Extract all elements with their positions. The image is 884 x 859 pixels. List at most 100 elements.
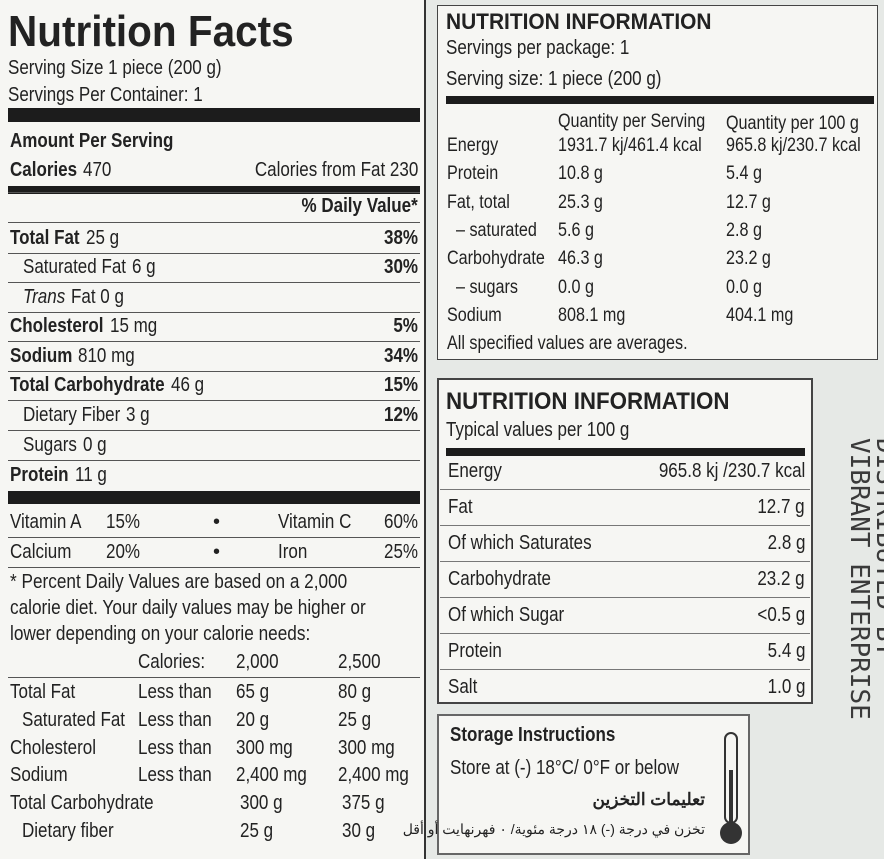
label: Fat bbox=[448, 495, 473, 518]
label: Calories: bbox=[138, 650, 206, 673]
label: 20 g bbox=[236, 708, 270, 731]
label: 0 g bbox=[82, 433, 107, 456]
label: Fat 0 g bbox=[71, 285, 125, 308]
label: Salt bbox=[448, 675, 478, 698]
label: تخزن في درجة (-) ١٨ درجة مئوية/ ٠ فهرنها… bbox=[402, 820, 705, 837]
label: 30 g bbox=[342, 819, 376, 842]
rule bbox=[8, 312, 420, 313]
rule bbox=[8, 371, 420, 372]
label: 2.8 g bbox=[726, 219, 762, 241]
label: 11 g bbox=[74, 463, 107, 486]
label: Store at (-) 18°C/ 0°F or below bbox=[450, 756, 680, 779]
info-panel bbox=[437, 5, 878, 360]
label: 38% bbox=[383, 226, 418, 249]
rule bbox=[440, 597, 810, 598]
rule bbox=[8, 282, 420, 283]
label: Carbohydrate bbox=[448, 567, 552, 590]
label: Vitamin C bbox=[278, 510, 352, 533]
label: 5.4 g bbox=[767, 639, 805, 662]
label: 12.7 g bbox=[726, 191, 771, 213]
title: NUTRITION INFORMATION bbox=[446, 388, 730, 416]
label: Serving size: 1 piece (200 g) bbox=[446, 67, 662, 90]
title: Storage Instructions bbox=[450, 723, 616, 746]
title: NUTRITION INFORMATION bbox=[446, 9, 712, 35]
storage-panel bbox=[437, 714, 750, 855]
label: 300 mg bbox=[236, 736, 293, 759]
label: Energy bbox=[448, 459, 502, 482]
label: Less than bbox=[138, 708, 212, 731]
label: 46.3 g bbox=[558, 248, 603, 270]
label: 2,500 bbox=[338, 650, 381, 673]
label: 25% bbox=[383, 540, 418, 563]
label: Fat, total bbox=[447, 191, 510, 213]
label: 2.8 g bbox=[767, 531, 805, 554]
label: 10.8 g bbox=[558, 163, 603, 185]
bar bbox=[446, 448, 805, 456]
label: * Percent Daily Values are based on a 2,… bbox=[10, 570, 348, 593]
label: – saturated bbox=[456, 219, 537, 241]
label: Sodium bbox=[10, 763, 68, 786]
label: Servings Per Container: 1 bbox=[8, 83, 203, 106]
bullet: • bbox=[213, 541, 221, 563]
bar bbox=[446, 96, 874, 104]
label: 2,000 bbox=[236, 650, 279, 673]
label: DISTRIBUTED BY bbox=[869, 438, 884, 658]
label: Less than bbox=[138, 680, 212, 703]
label: 12.7 g bbox=[757, 495, 805, 518]
label: 300 g bbox=[240, 791, 283, 814]
us-panel bbox=[0, 0, 426, 859]
label: 375 g bbox=[342, 791, 385, 814]
label: 470 bbox=[83, 158, 112, 181]
label: 25 g bbox=[338, 708, 372, 731]
label: Saturated Fat bbox=[22, 708, 126, 731]
label: 810 mg bbox=[78, 344, 136, 367]
rule bbox=[440, 633, 810, 634]
label: lower depending on your calorie needs: bbox=[10, 622, 311, 645]
label: Trans bbox=[23, 285, 66, 308]
label: Sodium bbox=[10, 344, 73, 367]
label: Cholesterol bbox=[10, 314, 104, 337]
label: Cholesterol bbox=[10, 736, 96, 759]
label: Vitamin A bbox=[10, 510, 82, 533]
label: 2,400 mg bbox=[338, 763, 409, 786]
label: Calories bbox=[10, 158, 78, 181]
label: Carbohydrate bbox=[447, 248, 545, 270]
label: 23.2 g bbox=[757, 567, 805, 590]
rule bbox=[8, 460, 420, 461]
label: 6 g bbox=[132, 255, 156, 278]
label: VIBRANT ENTERPRISE bbox=[843, 438, 874, 720]
label: 0.0 g bbox=[726, 276, 762, 298]
label: Calcium bbox=[10, 540, 72, 563]
bullet: • bbox=[213, 511, 221, 533]
title: Nutrition Facts bbox=[8, 6, 294, 56]
rule bbox=[8, 430, 420, 431]
thick-bar bbox=[8, 108, 420, 122]
label: All specified values are averages. bbox=[447, 333, 688, 355]
label: 965.8 kj/230.7 kcal bbox=[726, 135, 861, 157]
label: Typical values per 100 g bbox=[446, 418, 630, 441]
thermometer-icon bbox=[720, 732, 742, 844]
label: Protein bbox=[10, 463, 69, 486]
label: 15 mg bbox=[109, 314, 157, 337]
label: Less than bbox=[138, 736, 212, 759]
rule bbox=[440, 561, 810, 562]
label: Total Carbohydrate bbox=[10, 791, 154, 814]
typical-panel bbox=[437, 378, 813, 704]
label: 1.0 g bbox=[767, 675, 805, 698]
rule bbox=[440, 489, 810, 490]
label: Quantity per 100 g bbox=[726, 113, 859, 135]
label: 5% bbox=[393, 314, 418, 337]
medium-bar bbox=[8, 186, 420, 194]
rule bbox=[8, 253, 420, 254]
label: 1931.7 kj/461.4 kcal bbox=[558, 135, 702, 157]
label: calorie diet. Your daily values may be h… bbox=[10, 596, 366, 619]
label: Serving Size 1 piece (200 g) bbox=[8, 56, 222, 79]
label: 12% bbox=[383, 403, 418, 426]
label: 300 mg bbox=[338, 736, 395, 759]
label: Servings per package: 1 bbox=[446, 36, 630, 59]
label: Total Fat bbox=[10, 680, 76, 703]
rule bbox=[440, 525, 810, 526]
rule bbox=[8, 537, 420, 538]
label: Energy bbox=[447, 135, 499, 157]
